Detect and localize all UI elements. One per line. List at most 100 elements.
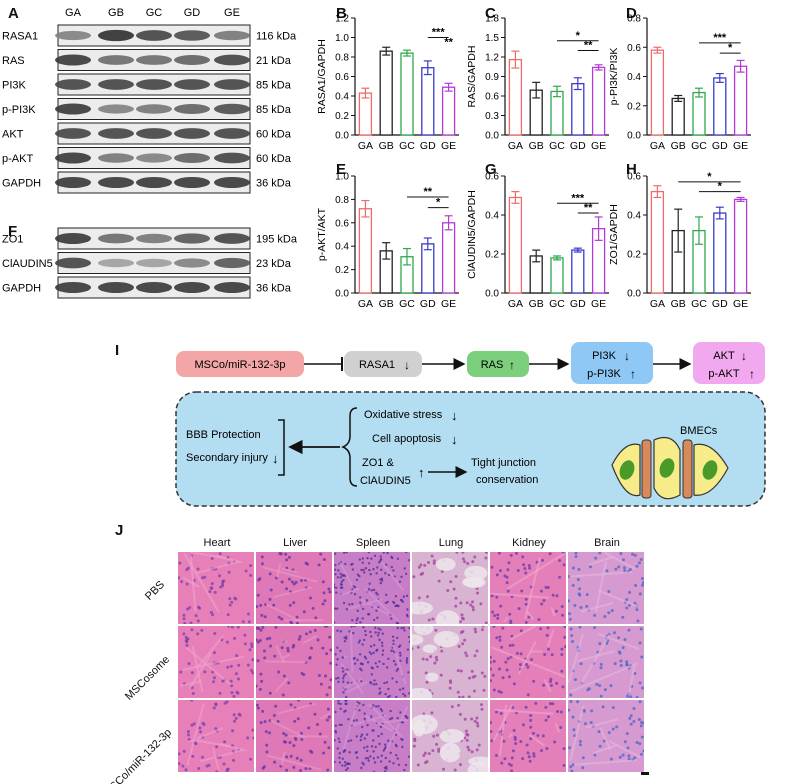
blot-band: [136, 128, 172, 139]
x-tick-label: GE: [591, 298, 606, 310]
tissue-texture: [490, 552, 566, 624]
down-arrow-glyph: ↓: [404, 358, 410, 372]
histology-image: [334, 552, 410, 624]
blot-band: [174, 282, 210, 293]
y-tick-label: 0.8: [335, 195, 349, 206]
x-tick-label: GB: [529, 298, 544, 310]
secondary-injury-label: Secondary injury: [186, 452, 268, 464]
x-tick-label: GE: [733, 140, 748, 152]
blot-band: [98, 128, 134, 139]
histology-image: [178, 626, 254, 698]
y-tick-label: 0.0: [335, 131, 349, 142]
up-arrow-glyph: ↑: [418, 465, 425, 480]
blot-kda-label: 116 kDa: [256, 31, 297, 43]
blot-band: [55, 54, 91, 66]
blot-band: [174, 79, 210, 90]
panel-letter-a: A: [8, 5, 19, 22]
significance-label: ***: [713, 32, 727, 44]
tissue-texture: [412, 626, 487, 698]
x-tick-label: GB: [379, 140, 394, 152]
blot-group-label: GB: [108, 7, 124, 19]
blot-band: [136, 55, 172, 65]
bar: [733, 198, 748, 294]
down-arrow-glyph: ↓: [741, 349, 747, 363]
histology-image: [568, 552, 644, 624]
significance-label: *: [728, 42, 733, 54]
blot-band: [98, 29, 134, 42]
claudin5-label: ClAUDIN5: [360, 475, 411, 487]
bar: [550, 90, 564, 136]
akt-label: AKT: [713, 350, 735, 362]
y-tick-label: 1.0: [335, 33, 349, 44]
row-msco-mir: MSCo/miR-132-3p: [101, 727, 174, 784]
y-axis-label: RASA1/GAPDH: [316, 39, 328, 114]
y-tick-label: 0.2: [335, 265, 349, 276]
blot-band: [214, 128, 250, 139]
x-tick-label: GC: [691, 140, 707, 152]
y-tick-label: 0.6: [335, 218, 349, 229]
bar: [713, 212, 727, 294]
blot-protein-label: ClAUDIN5: [2, 258, 53, 270]
x-tick-label: GA: [650, 140, 665, 152]
blot-band: [98, 233, 134, 244]
blot-band: [136, 104, 172, 114]
histology-image: [412, 552, 488, 624]
significance-label: *: [436, 197, 441, 209]
bbb-protection-label: BBB Protection: [186, 429, 261, 441]
significance-label: ***: [571, 192, 585, 204]
ras-box: [467, 351, 529, 377]
down-arrow-glyph: ↓: [272, 451, 279, 466]
blot-band: [55, 79, 91, 90]
histology-image: [256, 700, 332, 772]
y-tick-label: 0.2: [335, 111, 349, 122]
blot-band: [214, 282, 250, 293]
bar: [591, 66, 606, 136]
y-axis-label: p-AKT/AKT: [316, 207, 328, 261]
blot-band: [174, 258, 210, 268]
blot-band: [98, 282, 134, 293]
akt-box: [693, 342, 765, 384]
blot-protein-label: p-PI3K: [2, 104, 36, 116]
ppi3k-label: p-PI3K: [587, 368, 621, 380]
blot-band: [55, 128, 91, 139]
panel-letter-g: G: [485, 161, 497, 178]
blot-kda-label: 195 kDa: [256, 234, 298, 246]
blot-band: [98, 153, 134, 163]
blot-kda-label: 36 kDa: [256, 178, 292, 190]
tissue-texture: [490, 701, 566, 772]
bar: [441, 222, 456, 294]
up-arrow-glyph: ↑: [749, 367, 755, 381]
x-tick-label: GC: [549, 140, 565, 152]
x-tick-label: GA: [358, 298, 373, 310]
blot-kda-label: 36 kDa: [256, 283, 292, 295]
bar: [421, 67, 435, 136]
tissue-texture: [178, 700, 254, 772]
blot-band: [136, 258, 172, 268]
rasa1-label: RASA1: [359, 359, 395, 371]
tissue-texture: [256, 700, 331, 772]
x-tick-label: GD: [420, 298, 436, 310]
bar: [379, 50, 393, 136]
significance-label: *: [576, 30, 581, 42]
significance-label: *: [718, 181, 723, 193]
col-heart: Heart: [204, 537, 231, 549]
up-arrow-glyph: ↑: [630, 367, 636, 381]
blot-kda-label: 60 kDa: [256, 129, 292, 141]
blot-group-labels: GA GB GC GD GE: [65, 7, 240, 19]
blot-protein-label: GAPDH: [2, 178, 41, 190]
y-tick-label: 0.4: [485, 211, 499, 222]
down-arrow-glyph: ↓: [451, 408, 458, 423]
x-tick-label: GD: [570, 298, 586, 310]
blot-band: [136, 282, 172, 293]
significance-label: **: [444, 36, 453, 48]
up-arrow-glyph: ↑: [509, 358, 515, 372]
x-tick-label: GB: [671, 140, 686, 152]
blot-band: [174, 30, 210, 41]
blot-band: [55, 30, 91, 41]
y-tick-label: 0.2: [485, 250, 499, 261]
bmecs-label: BMECs: [680, 425, 718, 437]
blot-band: [55, 233, 91, 244]
x-tick-label: GA: [508, 140, 523, 152]
blot-protein-label: RASA1: [2, 31, 38, 43]
pi3k-box: [571, 342, 653, 384]
